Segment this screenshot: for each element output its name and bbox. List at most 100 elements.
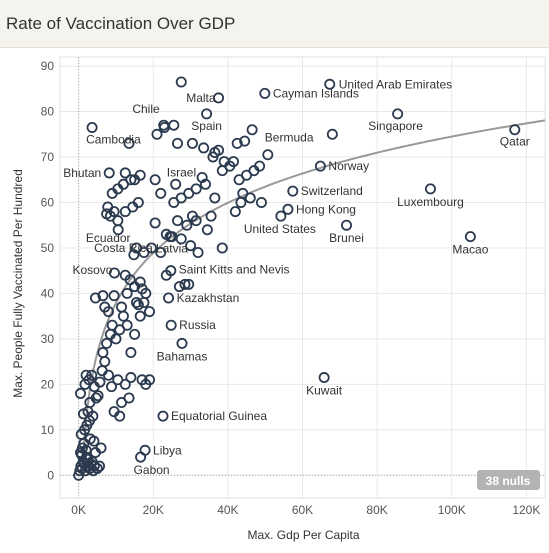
data-point[interactable]: [108, 267, 120, 279]
data-point[interactable]: [117, 310, 129, 322]
data-point[interactable]: [129, 174, 141, 186]
data-point[interactable]: [324, 78, 336, 90]
nulls-badge-background[interactable]: [477, 470, 540, 490]
data-point[interactable]: [287, 185, 299, 197]
data-point[interactable]: [326, 128, 338, 140]
data-point[interactable]: [140, 287, 152, 299]
data-point[interactable]: [91, 462, 103, 474]
nulls-badge[interactable]: 38 nulls: [477, 470, 540, 490]
data-point[interactable]: [231, 137, 243, 149]
data-point[interactable]: [144, 374, 156, 386]
data-point[interactable]: [108, 290, 120, 302]
data-point[interactable]: [149, 174, 161, 186]
data-point[interactable]: [128, 249, 140, 261]
data-point[interactable]: [134, 276, 146, 288]
data-point[interactable]: [121, 287, 133, 299]
data-point[interactable]: [105, 381, 117, 393]
data-point[interactable]: [112, 224, 124, 236]
data-point[interactable]: [97, 347, 109, 359]
data-point[interactable]: [94, 460, 106, 472]
data-point[interactable]: [135, 451, 147, 463]
data-point[interactable]: [201, 224, 213, 236]
data-point[interactable]: [125, 347, 137, 359]
data-point[interactable]: [86, 369, 98, 381]
data-point[interactable]: [155, 246, 167, 258]
data-point[interactable]: [116, 301, 128, 313]
data-point[interactable]: [464, 231, 476, 243]
data-point[interactable]: [314, 160, 326, 172]
data-point[interactable]: [216, 242, 228, 254]
data-point[interactable]: [125, 372, 137, 384]
data-point[interactable]: [97, 290, 109, 302]
data-point[interactable]: [424, 183, 436, 195]
data-point[interactable]: [114, 410, 126, 422]
data-point[interactable]: [255, 196, 267, 208]
data-point[interactable]: [190, 215, 202, 227]
data-point[interactable]: [90, 392, 102, 404]
data-point[interactable]: [129, 328, 141, 340]
data-point[interactable]: [149, 217, 161, 229]
data-point[interactable]: [125, 174, 137, 186]
data-point[interactable]: [92, 390, 104, 402]
data-point[interactable]: [201, 108, 213, 120]
data-point[interactable]: [157, 410, 169, 422]
data-point[interactable]: [132, 196, 144, 208]
data-point[interactable]: [160, 228, 172, 240]
data-point[interactable]: [95, 442, 107, 454]
data-point[interactable]: [75, 447, 87, 459]
data-point[interactable]: [103, 306, 115, 318]
data-point[interactable]: [176, 337, 188, 349]
data-point[interactable]: [213, 144, 225, 156]
data-point[interactable]: [181, 219, 193, 231]
data-point[interactable]: [130, 242, 142, 254]
data-point[interactable]: [123, 392, 135, 404]
data-point[interactable]: [282, 203, 294, 215]
data-point[interactable]: [341, 219, 353, 231]
data-point[interactable]: [158, 119, 170, 131]
data-point[interactable]: [165, 319, 177, 331]
data-point[interactable]: [172, 215, 184, 227]
data-point[interactable]: [173, 281, 185, 293]
data-point[interactable]: [84, 397, 96, 409]
data-point[interactable]: [216, 165, 228, 177]
data-point[interactable]: [88, 460, 100, 472]
data-point[interactable]: [186, 137, 198, 149]
data-point[interactable]: [213, 92, 225, 104]
data-point[interactable]: [75, 387, 87, 399]
data-point[interactable]: [119, 167, 131, 179]
data-point[interactable]: [239, 135, 251, 147]
data-point[interactable]: [89, 292, 101, 304]
data-point[interactable]: [262, 149, 274, 161]
data-point[interactable]: [198, 142, 210, 154]
data-point[interactable]: [185, 240, 197, 252]
data-point[interactable]: [110, 333, 122, 345]
data-point[interactable]: [88, 435, 100, 447]
data-point[interactable]: [172, 137, 184, 149]
data-point[interactable]: [87, 410, 99, 422]
data-point[interactable]: [179, 278, 191, 290]
data-point[interactable]: [165, 265, 177, 277]
data-point[interactable]: [196, 171, 208, 183]
data-point[interactable]: [80, 369, 92, 381]
data-point[interactable]: [163, 292, 175, 304]
data-point[interactable]: [207, 151, 219, 163]
data-point[interactable]: [168, 119, 180, 131]
nulls-badge-text[interactable]: 38 nulls: [486, 474, 531, 488]
data-point[interactable]: [254, 160, 266, 172]
data-point[interactable]: [132, 299, 144, 311]
data-point[interactable]: [509, 124, 521, 136]
data-point[interactable]: [392, 108, 404, 120]
data-point[interactable]: [227, 156, 239, 168]
data-point[interactable]: [237, 187, 249, 199]
data-point[interactable]: [155, 187, 167, 199]
data-point[interactable]: [190, 183, 202, 195]
data-point[interactable]: [102, 201, 114, 213]
data-point[interactable]: [183, 278, 195, 290]
data-point[interactable]: [192, 246, 204, 258]
data-point[interactable]: [259, 87, 271, 99]
data-point[interactable]: [229, 206, 241, 218]
data-point[interactable]: [275, 210, 287, 222]
data-point[interactable]: [246, 124, 258, 136]
data-point[interactable]: [99, 356, 111, 368]
data-point[interactable]: [209, 192, 221, 204]
